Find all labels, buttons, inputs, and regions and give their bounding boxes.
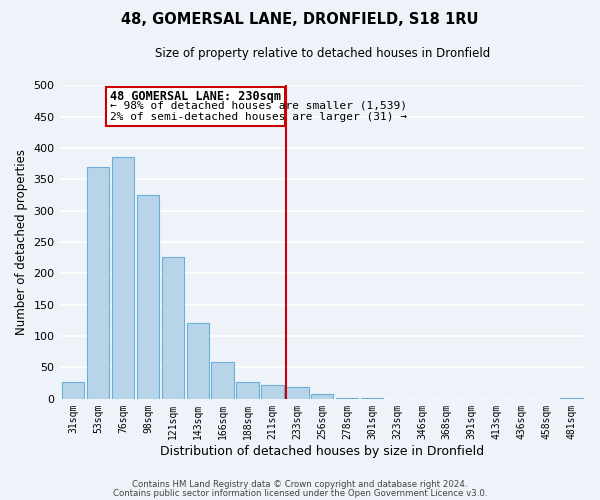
Bar xyxy=(261,385,284,399)
X-axis label: Distribution of detached houses by size in Dronfield: Distribution of detached houses by size … xyxy=(160,444,484,458)
Y-axis label: Number of detached properties: Number of detached properties xyxy=(15,149,28,335)
Bar xyxy=(62,382,85,399)
Text: Contains public sector information licensed under the Open Government Licence v3: Contains public sector information licen… xyxy=(113,488,487,498)
Bar xyxy=(311,394,334,399)
Bar xyxy=(236,382,259,399)
Bar xyxy=(336,398,358,399)
Text: ← 98% of detached houses are smaller (1,539): ← 98% of detached houses are smaller (1,… xyxy=(110,101,407,111)
Title: Size of property relative to detached houses in Dronfield: Size of property relative to detached ho… xyxy=(155,48,490,60)
Bar xyxy=(211,362,234,399)
Bar xyxy=(87,167,109,399)
Text: 48, GOMERSAL LANE, DRONFIELD, S18 1RU: 48, GOMERSAL LANE, DRONFIELD, S18 1RU xyxy=(121,12,479,28)
Bar xyxy=(137,195,159,399)
Bar xyxy=(161,257,184,399)
Bar xyxy=(560,398,583,399)
Bar xyxy=(361,398,383,399)
Text: Contains HM Land Registry data © Crown copyright and database right 2024.: Contains HM Land Registry data © Crown c… xyxy=(132,480,468,489)
Bar xyxy=(187,323,209,399)
Bar xyxy=(286,387,308,399)
Text: 48 GOMERSAL LANE: 230sqm: 48 GOMERSAL LANE: 230sqm xyxy=(110,90,281,102)
Bar xyxy=(112,158,134,399)
Text: 2% of semi-detached houses are larger (31) →: 2% of semi-detached houses are larger (3… xyxy=(110,112,407,122)
FancyBboxPatch shape xyxy=(106,87,285,126)
